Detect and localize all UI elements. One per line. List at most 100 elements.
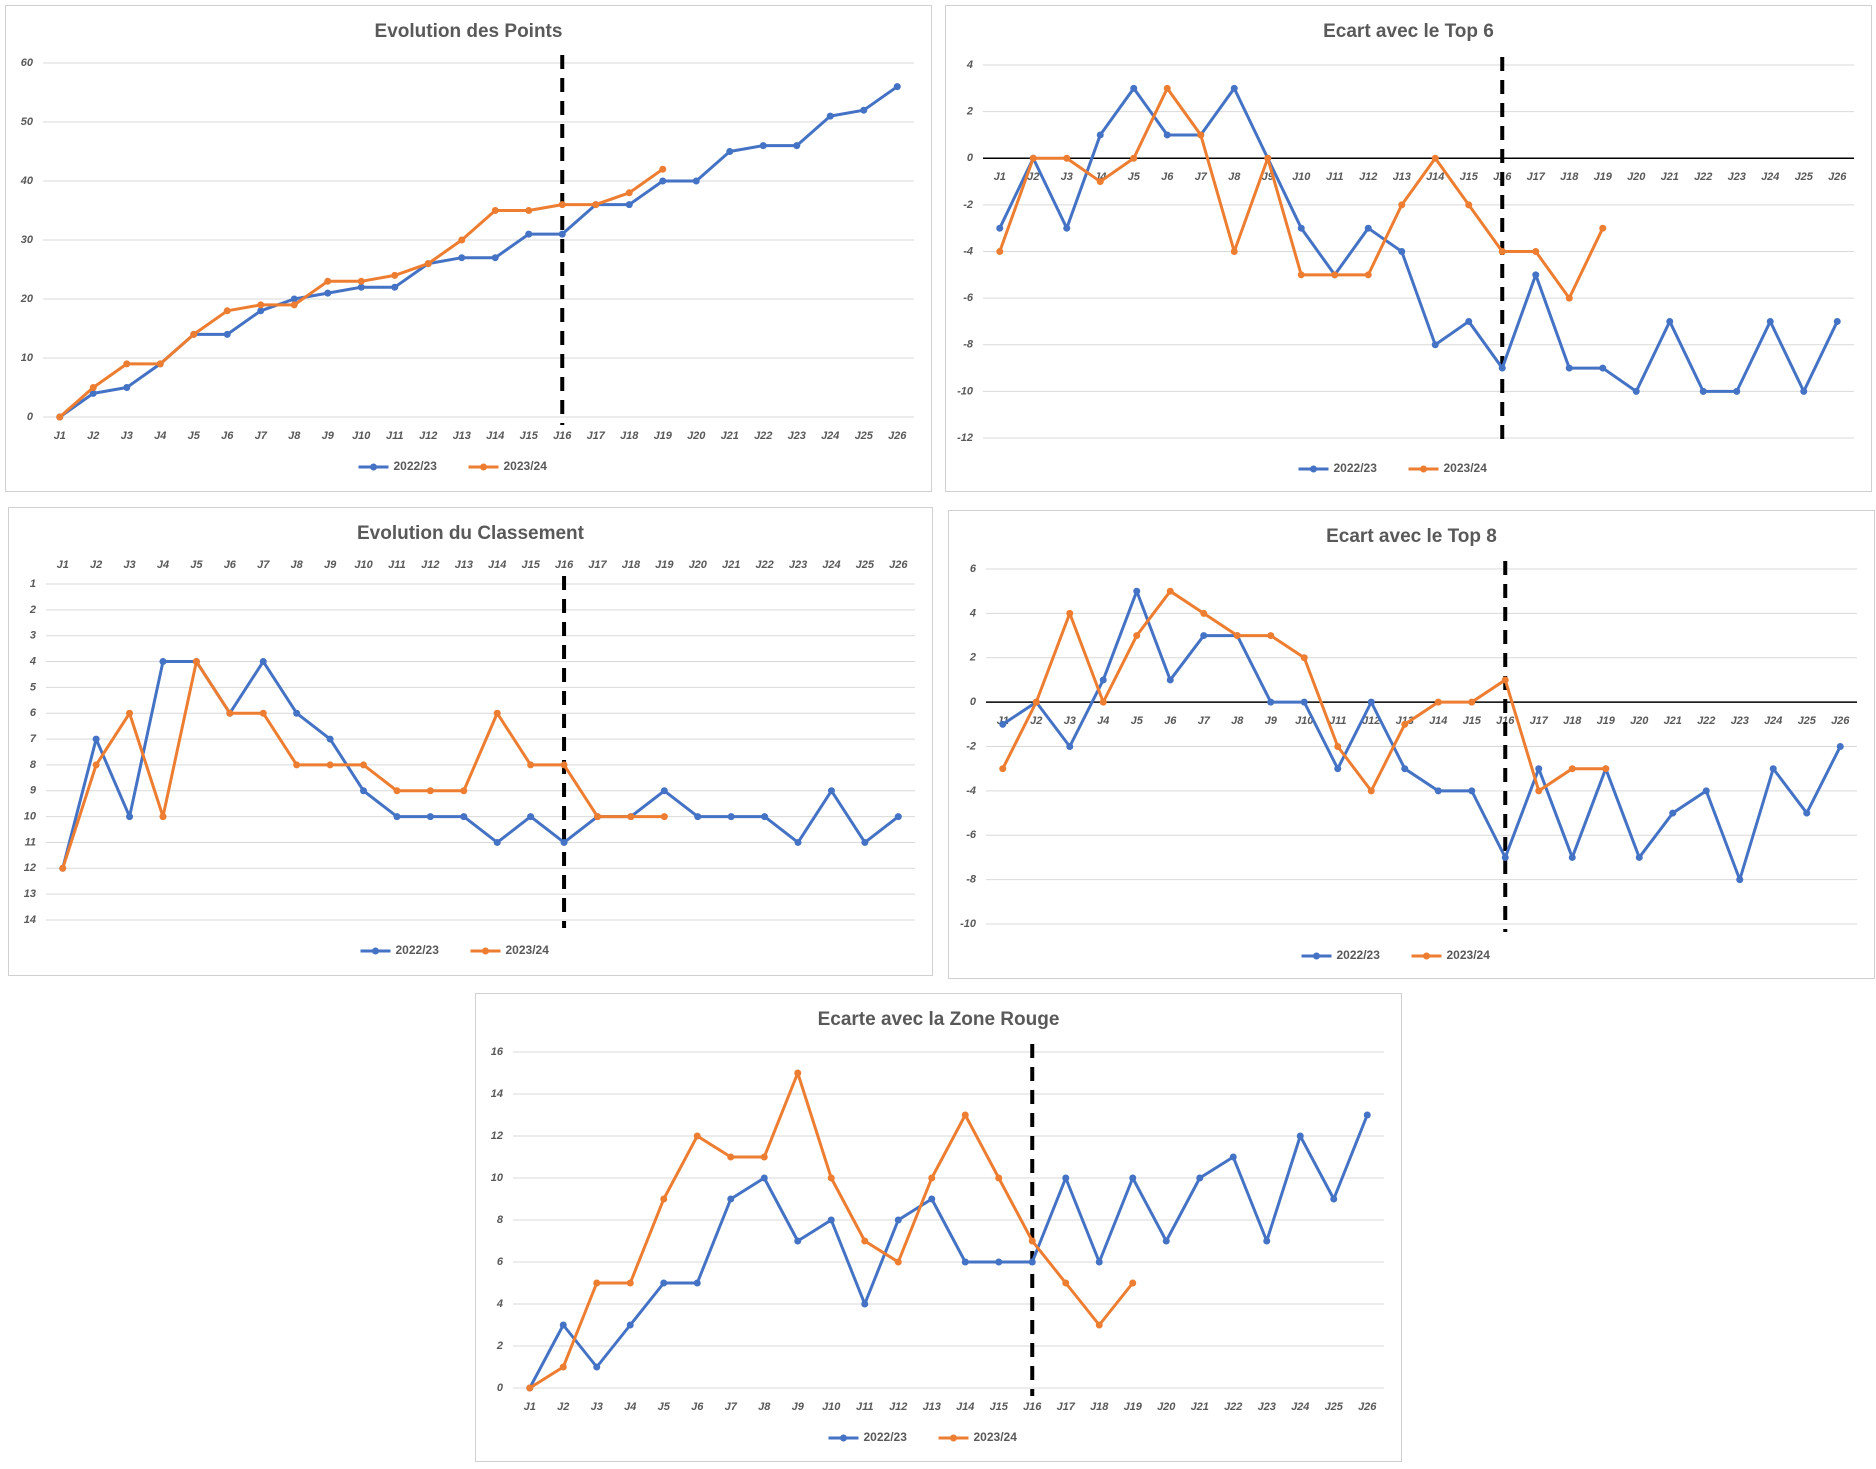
y-tick-label: 20 bbox=[20, 293, 34, 305]
legend-marker bbox=[480, 463, 487, 471]
chart-panel: Evolution du Classement12345678910111213… bbox=[8, 507, 933, 976]
data-point bbox=[525, 207, 533, 214]
y-tick-label: 2 bbox=[496, 1340, 503, 1352]
y-tick-label: -4 bbox=[963, 245, 973, 257]
x-tick-label: J13 bbox=[923, 1401, 941, 1413]
x-tick-label: J23 bbox=[789, 559, 807, 571]
x-tick-label: J9 bbox=[324, 559, 337, 571]
data-point bbox=[1367, 698, 1375, 706]
x-tick-label: J11 bbox=[388, 559, 406, 571]
data-point bbox=[1197, 131, 1205, 139]
x-tick-label: J20 bbox=[689, 559, 708, 571]
x-tick-label: J10 bbox=[352, 430, 371, 442]
data-point bbox=[1498, 248, 1506, 255]
x-tick-label: J8 bbox=[758, 1401, 771, 1413]
y-tick-label: 6 bbox=[970, 563, 977, 575]
data-point bbox=[1632, 387, 1640, 395]
data-point bbox=[1032, 698, 1040, 706]
data-point bbox=[560, 838, 568, 846]
data-point bbox=[860, 106, 868, 114]
x-tick-label: J17 bbox=[1530, 715, 1549, 727]
data-point bbox=[293, 709, 301, 717]
data-point bbox=[1300, 698, 1308, 706]
x-tick-label: J14 bbox=[1429, 715, 1447, 727]
data-point bbox=[123, 384, 131, 391]
data-point bbox=[1468, 787, 1476, 795]
x-tick-label: J15 bbox=[520, 430, 539, 442]
data-point bbox=[1099, 676, 1107, 684]
x-tick-label: J23 bbox=[1731, 715, 1749, 727]
data-point bbox=[326, 735, 334, 743]
x-tick-label: J17 bbox=[1527, 171, 1546, 183]
y-tick-label: 4 bbox=[496, 1298, 503, 1310]
x-tick-label: J7 bbox=[257, 559, 270, 571]
x-tick-label: J6 bbox=[691, 1401, 704, 1413]
data-point bbox=[996, 224, 1004, 232]
x-tick-label: J10 bbox=[1292, 171, 1311, 183]
data-point bbox=[1263, 1237, 1271, 1245]
x-tick-label: J8 bbox=[288, 430, 301, 442]
x-tick-label: J24 bbox=[1764, 715, 1782, 727]
x-tick-label: J20 bbox=[687, 430, 706, 442]
y-tick-label: 14 bbox=[24, 914, 36, 926]
x-tick-label: J3 bbox=[1061, 171, 1073, 183]
data-point bbox=[625, 201, 633, 209]
legend-marker bbox=[1420, 465, 1427, 473]
data-point bbox=[1066, 743, 1074, 750]
data-point bbox=[996, 248, 1004, 255]
x-tick-label: J12 bbox=[1359, 171, 1377, 183]
data-point bbox=[1296, 1132, 1304, 1140]
data-point bbox=[1129, 1174, 1137, 1182]
data-point bbox=[1133, 632, 1141, 640]
data-point bbox=[659, 177, 667, 185]
data-point bbox=[1062, 1279, 1070, 1287]
x-tick-label: J2 bbox=[1027, 171, 1039, 183]
x-tick-label: J16 bbox=[555, 559, 574, 571]
x-tick-label: J6 bbox=[1161, 171, 1174, 183]
x-tick-label: J19 bbox=[1594, 171, 1613, 183]
x-tick-label: J15 bbox=[990, 1401, 1009, 1413]
data-point bbox=[1568, 765, 1576, 773]
x-tick-label: J10 bbox=[354, 559, 373, 571]
x-tick-label: J8 bbox=[1231, 715, 1244, 727]
legend-label: 2022/23 bbox=[1334, 461, 1378, 475]
y-tick-label: 4 bbox=[966, 59, 973, 71]
y-tick-label: 1 bbox=[30, 578, 36, 590]
x-tick-label: J13 bbox=[453, 430, 471, 442]
data-point bbox=[1769, 765, 1777, 773]
data-point bbox=[391, 271, 399, 279]
data-point bbox=[625, 189, 633, 197]
data-point bbox=[861, 1300, 869, 1308]
x-tick-label: J26 bbox=[889, 559, 908, 571]
data-point bbox=[491, 207, 499, 214]
legend-label: 2022/23 bbox=[396, 943, 440, 957]
y-tick-label: 6 bbox=[497, 1256, 504, 1268]
data-point bbox=[527, 761, 535, 769]
y-tick-label: -6 bbox=[966, 829, 977, 841]
data-point bbox=[626, 1279, 634, 1287]
y-tick-label: 13 bbox=[24, 888, 36, 900]
data-point bbox=[1635, 853, 1643, 861]
legend-label: 2023/24 bbox=[1447, 948, 1491, 962]
x-tick-label: J10 bbox=[1295, 715, 1314, 727]
x-tick-label: J16 bbox=[1023, 1401, 1042, 1413]
x-tick-label: J12 bbox=[1362, 715, 1380, 727]
data-point bbox=[1200, 632, 1208, 640]
data-point bbox=[1398, 201, 1406, 209]
data-point bbox=[1468, 698, 1476, 706]
data-point bbox=[894, 1216, 902, 1224]
x-tick-label: J15 bbox=[1460, 171, 1479, 183]
x-tick-label: J19 bbox=[654, 430, 673, 442]
x-tick-label: J23 bbox=[1258, 1401, 1276, 1413]
x-tick-label: J24 bbox=[1761, 171, 1779, 183]
data-point bbox=[190, 330, 198, 338]
y-tick-label: 50 bbox=[21, 116, 34, 128]
x-tick-label: J18 bbox=[622, 559, 641, 571]
panel-border bbox=[475, 993, 1402, 1462]
data-point bbox=[660, 1195, 668, 1203]
legend-marker bbox=[1313, 952, 1320, 960]
x-tick-label: J19 bbox=[655, 559, 674, 571]
data-point bbox=[593, 813, 601, 821]
x-tick-label: J5 bbox=[188, 430, 201, 442]
data-point bbox=[1028, 1258, 1036, 1266]
